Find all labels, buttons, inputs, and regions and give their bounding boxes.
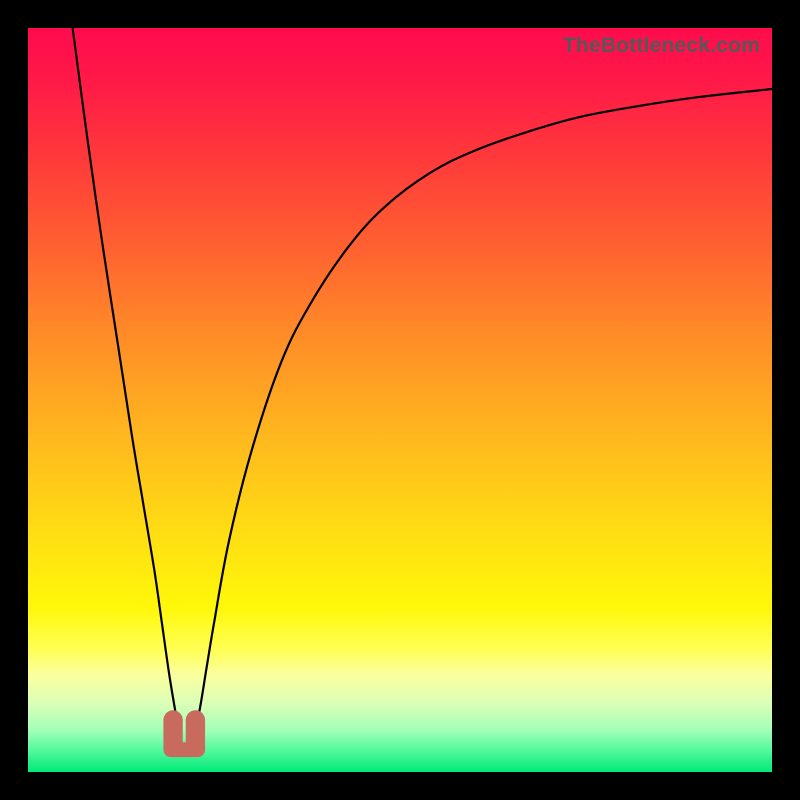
chart-svg (28, 28, 772, 772)
watermark-text: TheBottleneck.com (563, 34, 760, 58)
plot-area: TheBottleneck.com (28, 28, 772, 772)
chart-frame: TheBottleneck.com (0, 0, 800, 800)
gradient-background (28, 28, 772, 772)
